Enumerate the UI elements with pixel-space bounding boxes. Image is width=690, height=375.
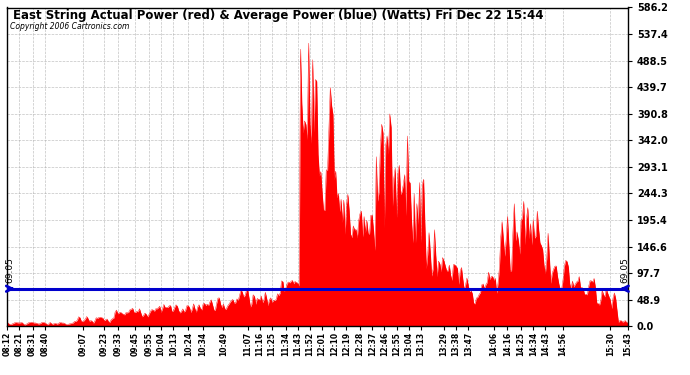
Text: 69.05: 69.05 — [621, 257, 630, 283]
Text: 69.05: 69.05 — [5, 257, 14, 283]
Text: Copyright 2006 Cartronics.com: Copyright 2006 Cartronics.com — [10, 22, 130, 31]
Text: East String Actual Power (red) & Average Power (blue) (Watts) Fri Dec 22 15:44: East String Actual Power (red) & Average… — [13, 9, 544, 22]
